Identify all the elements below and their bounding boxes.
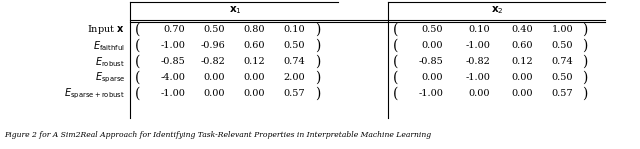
Text: ): ): [316, 39, 321, 53]
Text: ): ): [316, 87, 321, 101]
Text: ): ): [582, 39, 588, 53]
Text: (: (: [394, 23, 399, 37]
Text: -0.96: -0.96: [200, 42, 225, 51]
Text: 0.50: 0.50: [284, 42, 305, 51]
Text: ): ): [582, 23, 588, 37]
Text: -0.82: -0.82: [200, 58, 225, 66]
Text: 0.60: 0.60: [511, 42, 533, 51]
Text: -1.00: -1.00: [160, 90, 185, 98]
Text: (: (: [394, 87, 399, 101]
Text: ): ): [582, 71, 588, 85]
Text: $\mathbf{x}_1$: $\mathbf{x}_1$: [228, 4, 241, 16]
Text: -1.00: -1.00: [465, 73, 490, 83]
Text: $E_{\mathrm{sparse+robust}}$: $E_{\mathrm{sparse+robust}}$: [64, 87, 125, 101]
Text: 0.50: 0.50: [204, 25, 225, 35]
Text: 0.00: 0.00: [422, 73, 443, 83]
Text: -0.85: -0.85: [419, 58, 443, 66]
Text: 0.00: 0.00: [243, 73, 265, 83]
Text: (: (: [135, 71, 141, 85]
Text: (: (: [394, 55, 399, 69]
Text: 0.50: 0.50: [552, 42, 573, 51]
Text: $E_{\mathrm{faithful}}$: $E_{\mathrm{faithful}}$: [93, 39, 125, 53]
Text: 0.00: 0.00: [511, 90, 533, 98]
Text: -1.00: -1.00: [465, 42, 490, 51]
Text: ): ): [582, 87, 588, 101]
Text: 0.00: 0.00: [468, 90, 490, 98]
Text: 0.80: 0.80: [243, 25, 265, 35]
Text: 0.74: 0.74: [551, 58, 573, 66]
Text: 0.00: 0.00: [511, 73, 533, 83]
Text: 0.60: 0.60: [243, 42, 265, 51]
Text: 0.40: 0.40: [511, 25, 533, 35]
Text: (: (: [135, 87, 141, 101]
Text: 0.00: 0.00: [204, 73, 225, 83]
Text: 2.00: 2.00: [284, 73, 305, 83]
Text: 0.70: 0.70: [163, 25, 185, 35]
Text: -4.00: -4.00: [160, 73, 185, 83]
Text: (: (: [135, 39, 141, 53]
Text: $\mathbf{x}_2$: $\mathbf{x}_2$: [491, 4, 504, 16]
Text: (: (: [394, 71, 399, 85]
Text: 0.57: 0.57: [284, 90, 305, 98]
Text: 0.00: 0.00: [204, 90, 225, 98]
Text: -0.82: -0.82: [465, 58, 490, 66]
Text: $E_{\mathrm{sparse}}$: $E_{\mathrm{sparse}}$: [95, 71, 125, 85]
Text: 0.00: 0.00: [422, 42, 443, 51]
Text: (: (: [394, 39, 399, 53]
Text: 0.50: 0.50: [422, 25, 443, 35]
Text: $E_{\mathrm{robust}}$: $E_{\mathrm{robust}}$: [95, 55, 125, 69]
Text: (: (: [135, 55, 141, 69]
Text: ): ): [316, 23, 321, 37]
Text: 0.74: 0.74: [284, 58, 305, 66]
Text: -0.85: -0.85: [160, 58, 185, 66]
Text: 0.50: 0.50: [552, 73, 573, 83]
Text: (: (: [135, 23, 141, 37]
Text: 1.00: 1.00: [552, 25, 573, 35]
Text: 0.57: 0.57: [552, 90, 573, 98]
Text: 0.10: 0.10: [284, 25, 305, 35]
Text: 0.10: 0.10: [468, 25, 490, 35]
Text: ): ): [316, 55, 321, 69]
Text: 0.12: 0.12: [243, 58, 265, 66]
Text: -1.00: -1.00: [418, 90, 443, 98]
Text: -1.00: -1.00: [160, 42, 185, 51]
Text: ): ): [316, 71, 321, 85]
Text: Input $\mathbf{x}$: Input $\mathbf{x}$: [87, 24, 125, 37]
Text: ): ): [582, 55, 588, 69]
Text: 0.12: 0.12: [511, 58, 533, 66]
Text: Figure 2 for A Sim2Real Approach for Identifying Task-Relevant Properties in Int: Figure 2 for A Sim2Real Approach for Ide…: [4, 131, 431, 139]
Text: 0.00: 0.00: [243, 90, 265, 98]
